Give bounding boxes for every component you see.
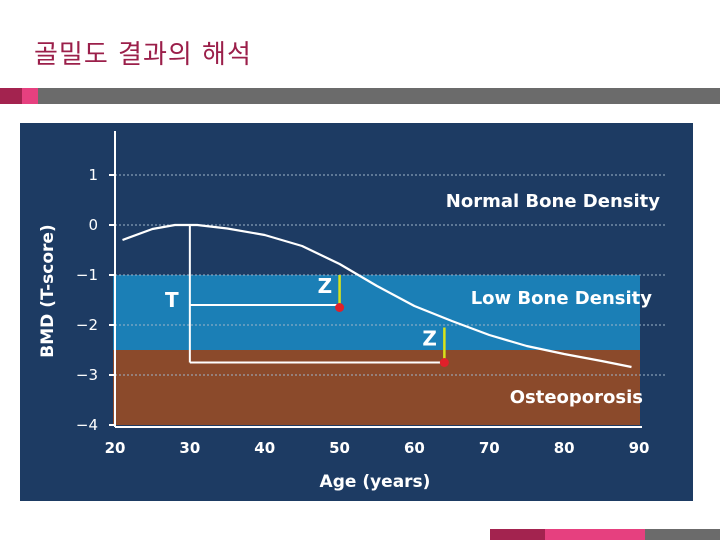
x-tick-label: 30 bbox=[179, 439, 200, 457]
z-label: Z bbox=[422, 327, 437, 351]
t-label: T bbox=[165, 288, 179, 312]
x-tick-label: 70 bbox=[479, 439, 500, 457]
slide-title: 골밀도 결과의 해석 bbox=[34, 40, 252, 70]
x-tick-label: 90 bbox=[629, 439, 650, 457]
accent-bar-magenta bbox=[0, 88, 22, 104]
y-tick-label: 0 bbox=[88, 216, 98, 234]
bmd-chart: 1 0 −1 −2 −3 −4 20 30 40 50 60 70 80 90 T Z Z Normal Bo… bbox=[20, 123, 693, 501]
y-axis-label: BMD (T-score) bbox=[38, 224, 58, 357]
footer-bar-dark-red bbox=[490, 529, 545, 540]
accent-bar-pink bbox=[22, 88, 38, 104]
y-tick-label: −1 bbox=[76, 266, 98, 284]
bmd-curve bbox=[122, 223, 632, 369]
bmd-chart-svg: 1 0 −1 −2 −3 −4 20 30 40 50 60 70 80 90 T Z Z Normal Bo… bbox=[20, 123, 693, 501]
accent-bar-gray bbox=[38, 88, 720, 104]
x-tick-label: 40 bbox=[254, 439, 275, 457]
footer-bar-pink bbox=[545, 529, 645, 540]
band-label-osteoporosis: Osteoporosis bbox=[510, 387, 643, 408]
band-low bbox=[113, 275, 640, 350]
band-label-normal: Normal Bone Density bbox=[446, 191, 660, 212]
z-dot bbox=[335, 303, 345, 312]
footer-bar-gray bbox=[645, 529, 720, 540]
x-tick-label: 50 bbox=[329, 439, 350, 457]
x-axis-label: Age (years) bbox=[320, 472, 431, 492]
y-tick-label: 1 bbox=[88, 166, 98, 184]
x-tick-label: 60 bbox=[404, 439, 425, 457]
y-tick-label: −2 bbox=[76, 316, 98, 334]
x-tick-label: 80 bbox=[554, 439, 575, 457]
x-tick-label: 20 bbox=[105, 439, 126, 457]
y-tick-label: −4 bbox=[76, 416, 98, 434]
z-dot bbox=[439, 358, 449, 367]
z-label: Z bbox=[318, 274, 333, 298]
y-tick-label: −3 bbox=[76, 366, 98, 384]
band-label-low: Low Bone Density bbox=[471, 288, 653, 309]
